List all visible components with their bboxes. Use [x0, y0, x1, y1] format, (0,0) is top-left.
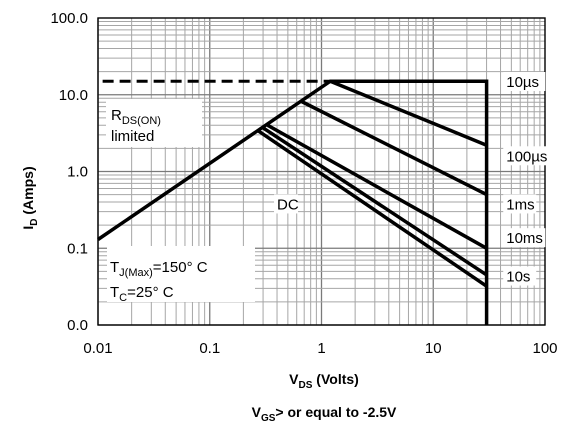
y-tick-label: 0.1 — [67, 240, 88, 257]
series-label-10ms: 10ms — [506, 230, 543, 247]
series-label-DC: DC — [277, 196, 299, 213]
x-tick-label: 10 — [425, 340, 442, 357]
series-label-100µs: 100µs — [506, 148, 547, 165]
y-tick-label: 10.0 — [59, 87, 88, 104]
x-tick-label: 1 — [317, 340, 325, 357]
y-tick-label: 1.0 — [67, 164, 88, 181]
series-label-1ms: 1ms — [506, 196, 534, 213]
condition-footnote: VGS> or equal to -2.5V — [252, 404, 397, 424]
y-tick-labels: 0.0 0.1 1.0 10.0 100.0 — [50, 10, 88, 334]
y-tick-label: 0.0 — [67, 317, 88, 334]
series-label-10µs: 10µs — [506, 74, 539, 91]
x-tick-label: 0.1 — [199, 340, 220, 357]
y-axis-label: ID (Amps) — [20, 166, 40, 229]
series-line-10ms — [268, 125, 487, 248]
x-axis-label: VDS (Volts) — [289, 371, 359, 391]
x-tick-labels: 0.01 0.1 1 10 100 — [83, 340, 557, 357]
rds-annotation-line2: limited — [111, 128, 154, 145]
y-tick-label: 100.0 — [50, 10, 88, 27]
x-tick-label: 100 — [532, 340, 557, 357]
series-label-10s: 10s — [506, 269, 530, 286]
x-tick-label: 0.01 — [83, 340, 112, 357]
